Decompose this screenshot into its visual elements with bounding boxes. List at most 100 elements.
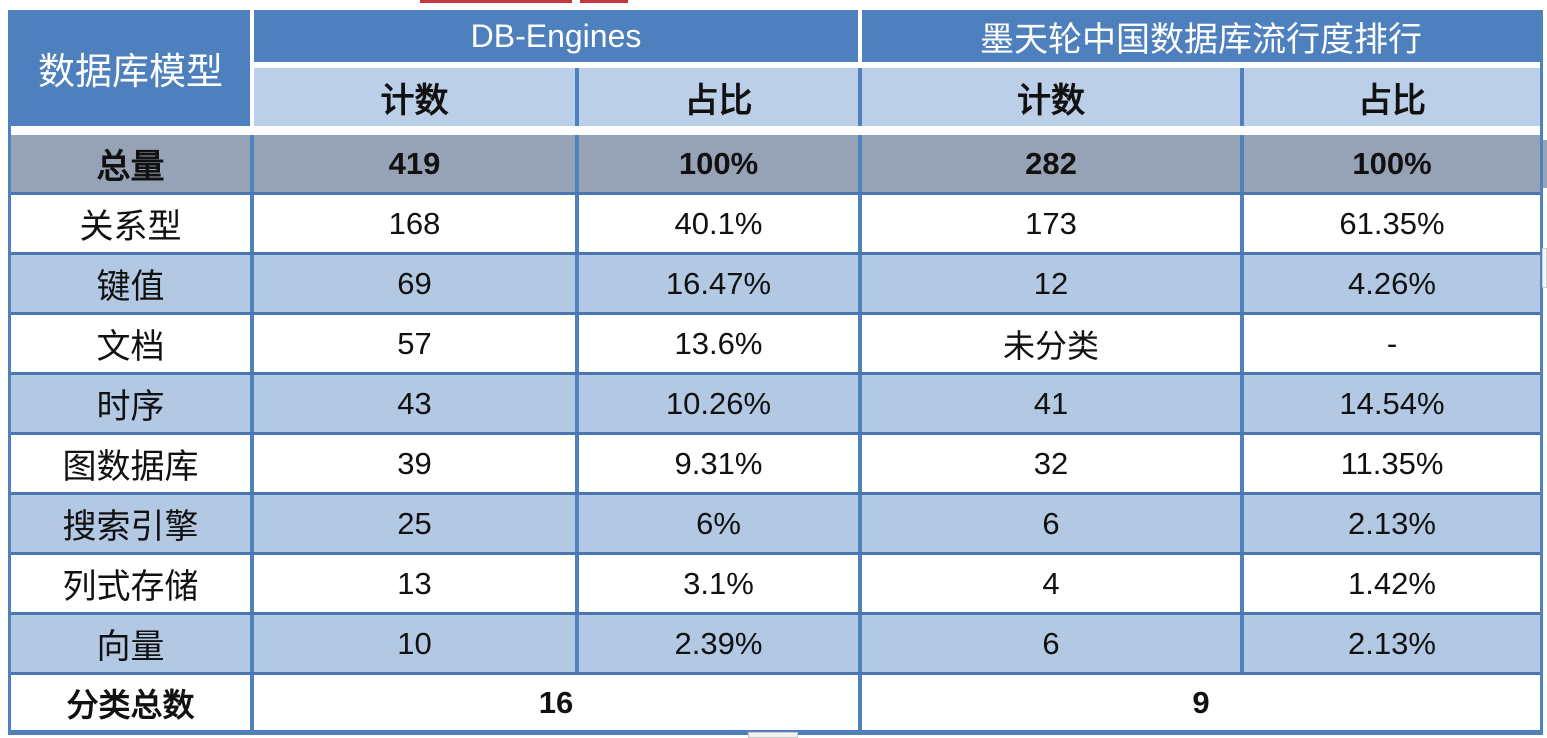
- column-divider: [1240, 68, 1244, 126]
- cell: 2.13%: [1244, 615, 1540, 672]
- column-divider: [575, 68, 579, 126]
- top-red-line-artifact: [420, 0, 572, 3]
- cell: 41: [862, 375, 1240, 432]
- column-divider: [575, 135, 579, 192]
- cell: 100%: [1244, 135, 1540, 192]
- column-divider: [250, 675, 254, 730]
- cell: 未分类: [862, 315, 1240, 372]
- row-label: 分类总数: [11, 675, 250, 730]
- column-divider: [1240, 195, 1244, 252]
- column-divider: [858, 255, 862, 312]
- cell: 16.47%: [579, 255, 858, 312]
- cell: 11.35%: [1244, 435, 1540, 492]
- table-row-total: 总量 419 100% 282 100%: [11, 135, 1540, 192]
- row-label: 键值: [11, 255, 250, 312]
- table-row: 搜索引擎 25 6% 6 2.13%: [11, 492, 1540, 552]
- column-divider: [575, 615, 579, 672]
- column-divider: [250, 495, 254, 552]
- column-divider: [575, 555, 579, 612]
- cell: 10.26%: [579, 375, 858, 432]
- row-label: 图数据库: [11, 435, 250, 492]
- column-divider: [250, 315, 254, 372]
- cell: 282: [862, 135, 1240, 192]
- table-row-category-count: 分类总数 16 9: [11, 672, 1540, 730]
- cell-span-modb: 9: [862, 675, 1540, 730]
- column-divider: [1240, 315, 1244, 372]
- cell: 2.13%: [1244, 495, 1540, 552]
- column-divider: [1240, 135, 1244, 192]
- column-divider: [575, 375, 579, 432]
- column-header-count-2: 计数: [862, 68, 1240, 126]
- table-row: 向量 10 2.39% 6 2.13%: [11, 612, 1540, 672]
- table-row: 键值 69 16.47% 12 4.26%: [11, 252, 1540, 312]
- table-row: 列式存储 13 3.1% 4 1.42%: [11, 552, 1540, 612]
- cell: 12: [862, 255, 1240, 312]
- column-header-share-2: 占比: [1244, 68, 1540, 126]
- column-divider: [575, 195, 579, 252]
- cell: 69: [254, 255, 575, 312]
- column-divider: [858, 10, 862, 62]
- cell: 10: [254, 615, 575, 672]
- cell: 419: [254, 135, 575, 192]
- column-divider: [1240, 255, 1244, 312]
- vertical-scrollbar-fragment[interactable]: [1542, 248, 1547, 288]
- comparison-table: 数据库模型 DB-Engines 墨天轮中国数据库流行度排行 计数 占比 计数 …: [8, 10, 1543, 735]
- table-header: 数据库模型 DB-Engines 墨天轮中国数据库流行度排行 计数 占比 计数 …: [11, 10, 1540, 126]
- cell: 13.6%: [579, 315, 858, 372]
- sub-headers: 计数 占比 计数 占比: [254, 68, 1540, 126]
- cell: 9.31%: [579, 435, 858, 492]
- cell: 57: [254, 315, 575, 372]
- cell: 6: [862, 495, 1240, 552]
- column-divider: [1240, 495, 1244, 552]
- column-divider: [250, 10, 254, 126]
- column-divider: [250, 255, 254, 312]
- column-divider: [250, 195, 254, 252]
- row-header-title: 数据库模型: [11, 10, 250, 126]
- column-divider: [858, 615, 862, 672]
- column-divider: [858, 495, 862, 552]
- group-header-modb: 墨天轮中国数据库流行度排行: [862, 10, 1540, 62]
- header-right: DB-Engines 墨天轮中国数据库流行度排行 计数 占比 计数 占比: [254, 10, 1540, 126]
- column-divider: [1240, 435, 1244, 492]
- column-header-share-1: 占比: [579, 68, 858, 126]
- cell: 100%: [579, 135, 858, 192]
- column-header-count-1: 计数: [254, 68, 575, 126]
- row-label: 时序: [11, 375, 250, 432]
- column-divider: [575, 315, 579, 372]
- cell: 61.35%: [1244, 195, 1540, 252]
- column-divider: [250, 615, 254, 672]
- column-divider: [1240, 375, 1244, 432]
- column-divider: [575, 435, 579, 492]
- table-row: 关系型 168 40.1% 173 61.35%: [11, 192, 1540, 252]
- cell: 32: [862, 435, 1240, 492]
- column-divider: [250, 555, 254, 612]
- horizontal-scrollbar-fragment[interactable]: [748, 732, 798, 738]
- column-divider: [858, 555, 862, 612]
- cell: 43: [254, 375, 575, 432]
- table-row: 时序 43 10.26% 41 14.54%: [11, 372, 1540, 432]
- cell: 13: [254, 555, 575, 612]
- gray-row-edge-artifact: [1543, 140, 1547, 188]
- column-divider: [575, 495, 579, 552]
- column-divider: [250, 135, 254, 192]
- column-divider: [1240, 555, 1244, 612]
- column-divider: [1240, 615, 1244, 672]
- column-divider: [858, 435, 862, 492]
- column-divider: [575, 255, 579, 312]
- cell: 14.54%: [1244, 375, 1540, 432]
- cell: 39: [254, 435, 575, 492]
- group-banners: DB-Engines 墨天轮中国数据库流行度排行: [254, 10, 1540, 62]
- row-label: 向量: [11, 615, 250, 672]
- cell: 4: [862, 555, 1240, 612]
- cell: 3.1%: [579, 555, 858, 612]
- top-red-line-artifact: [580, 0, 628, 3]
- header-gap: [254, 62, 1540, 68]
- column-divider: [858, 135, 862, 192]
- cell: 2.39%: [579, 615, 858, 672]
- column-divider: [858, 68, 862, 126]
- column-divider: [250, 435, 254, 492]
- column-divider: [858, 315, 862, 372]
- column-divider: [250, 375, 254, 432]
- cell: 25: [254, 495, 575, 552]
